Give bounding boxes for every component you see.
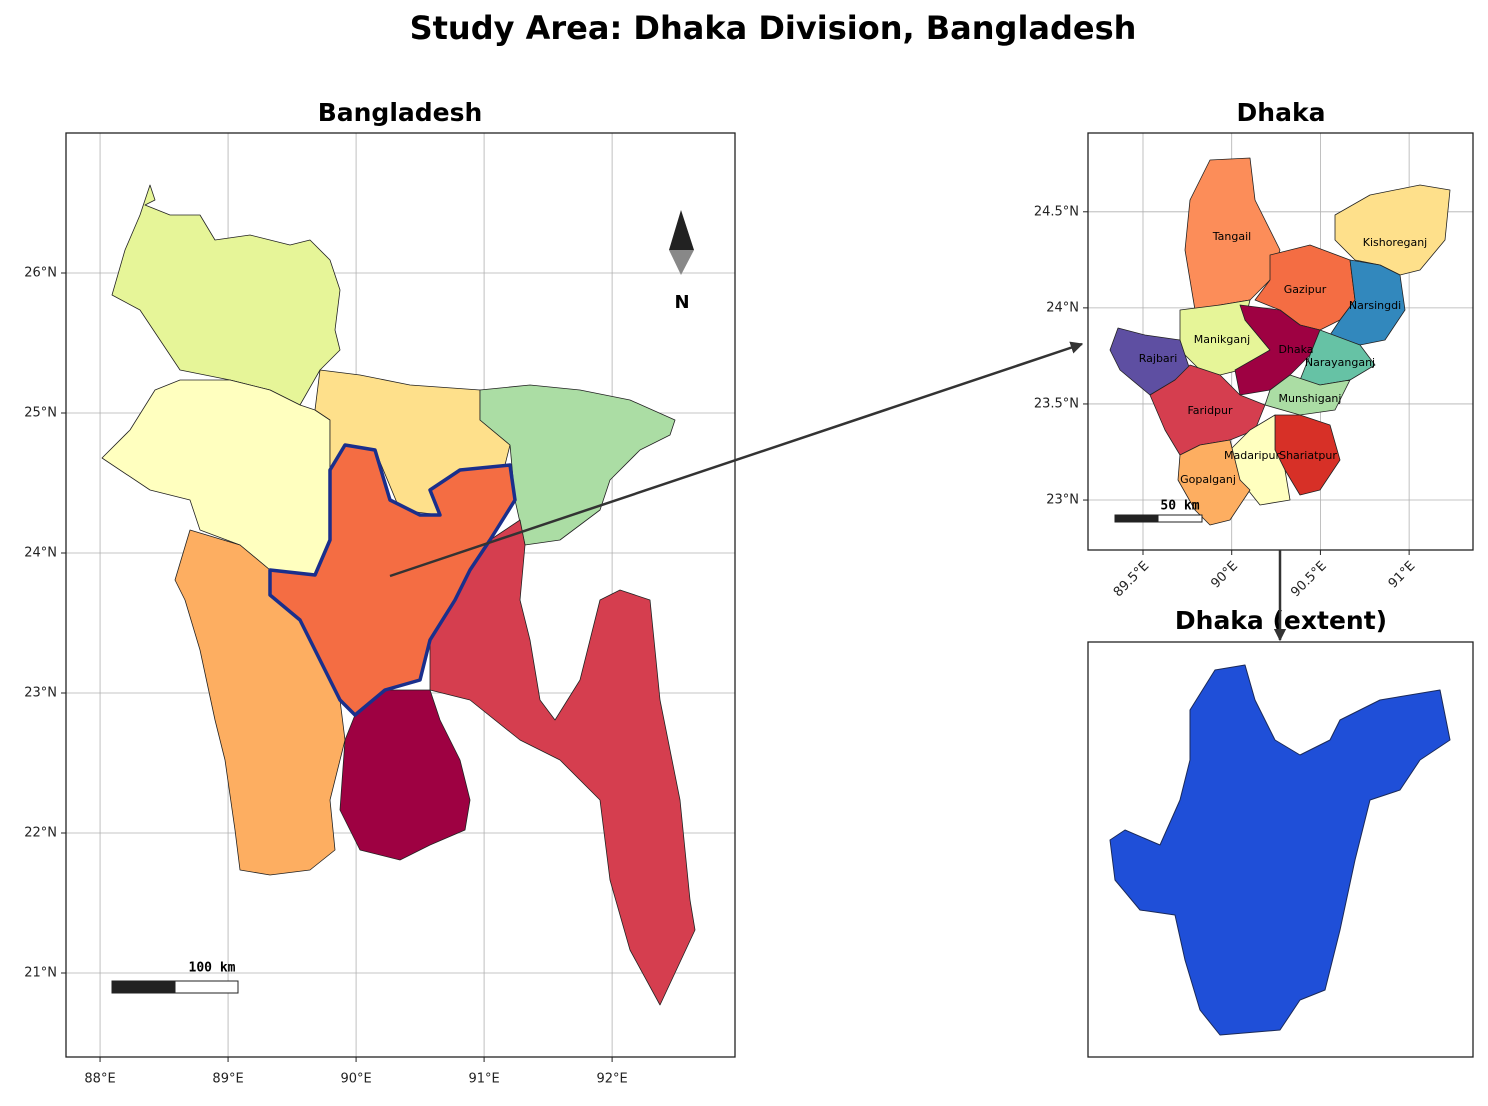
y-tick-label: 24°N bbox=[1046, 300, 1079, 315]
district-label: Dhaka bbox=[1278, 343, 1313, 356]
scale-label: 100 km bbox=[189, 961, 236, 976]
x-tick-label: 91°E bbox=[468, 1072, 499, 1087]
dhaka-division bbox=[268, 443, 517, 717]
y-tick-label: 24°N bbox=[24, 546, 57, 561]
north-arrow: N bbox=[669, 210, 694, 313]
y-tick-label: 23°N bbox=[1046, 493, 1079, 508]
north-label: N bbox=[674, 292, 689, 313]
district-label: Kishoreganj bbox=[1363, 236, 1428, 249]
figure-title: Study Area: Dhaka Division, Bangladesh bbox=[410, 9, 1137, 47]
x-tick-label: 88°E bbox=[84, 1072, 115, 1087]
district-label: Shariatpur bbox=[1279, 449, 1337, 462]
x-tick-label: 90.5°E bbox=[1288, 559, 1329, 600]
frame bbox=[65, 132, 736, 1058]
division bbox=[429, 519, 696, 1006]
district-label: Narsingdi bbox=[1349, 299, 1401, 312]
x-tick-label: 89°E bbox=[212, 1072, 243, 1087]
x-tick-label: 91°E bbox=[1386, 559, 1419, 592]
division bbox=[111, 184, 341, 406]
district-label: Manikganj bbox=[1194, 333, 1250, 346]
district bbox=[1177, 439, 1251, 526]
dhaka-map bbox=[1109, 157, 1451, 526]
panel-title: Dhaka bbox=[1237, 98, 1326, 127]
district-label: Gopalganj bbox=[1180, 473, 1236, 486]
bangladesh-map bbox=[101, 184, 696, 1006]
y-tick-label: 26°N bbox=[24, 266, 57, 281]
y-tick-label: 21°N bbox=[24, 966, 57, 981]
arrow bbox=[389, 341, 1084, 578]
y-tick-label: 24.5°N bbox=[1034, 204, 1079, 219]
district-labels: Tangail Kishoreganj Gazipur Narsingdi Manikg… bbox=[1139, 230, 1428, 486]
district-label: Gazipur bbox=[1284, 283, 1327, 296]
x-tick-label: 90°E bbox=[340, 1072, 371, 1087]
scale-bar: 100 km bbox=[111, 961, 239, 994]
district-label: Rajbari bbox=[1139, 352, 1178, 365]
district bbox=[1264, 374, 1351, 416]
district-label: Narayanganj bbox=[1305, 356, 1375, 369]
panel-title: Bangladesh bbox=[318, 98, 483, 127]
district-label: Munshiganj bbox=[1279, 392, 1342, 405]
district-label: Madaripur bbox=[1224, 449, 1280, 462]
y-tick-label: 22°N bbox=[24, 826, 57, 841]
y-tick-label: 23.5°N bbox=[1034, 396, 1079, 411]
district bbox=[1329, 259, 1406, 346]
dhaka-extent bbox=[1109, 664, 1451, 1036]
x-tick-label: 92°E bbox=[596, 1072, 627, 1087]
scale-bar: 50 km bbox=[1114, 499, 1203, 523]
x-tick-label: 90°E bbox=[1208, 559, 1241, 592]
district bbox=[1334, 184, 1451, 276]
division bbox=[479, 384, 676, 546]
district-label: Tangail bbox=[1212, 230, 1251, 243]
frame bbox=[1087, 641, 1474, 1058]
y-tick-label: 25°N bbox=[24, 406, 57, 421]
district bbox=[1149, 364, 1266, 456]
y-tick-label: 23°N bbox=[24, 686, 57, 701]
division bbox=[339, 689, 471, 861]
scale-label: 50 km bbox=[1160, 499, 1199, 514]
x-tick-label: 89.5°E bbox=[1111, 559, 1152, 600]
district-label: Faridpur bbox=[1187, 404, 1233, 417]
